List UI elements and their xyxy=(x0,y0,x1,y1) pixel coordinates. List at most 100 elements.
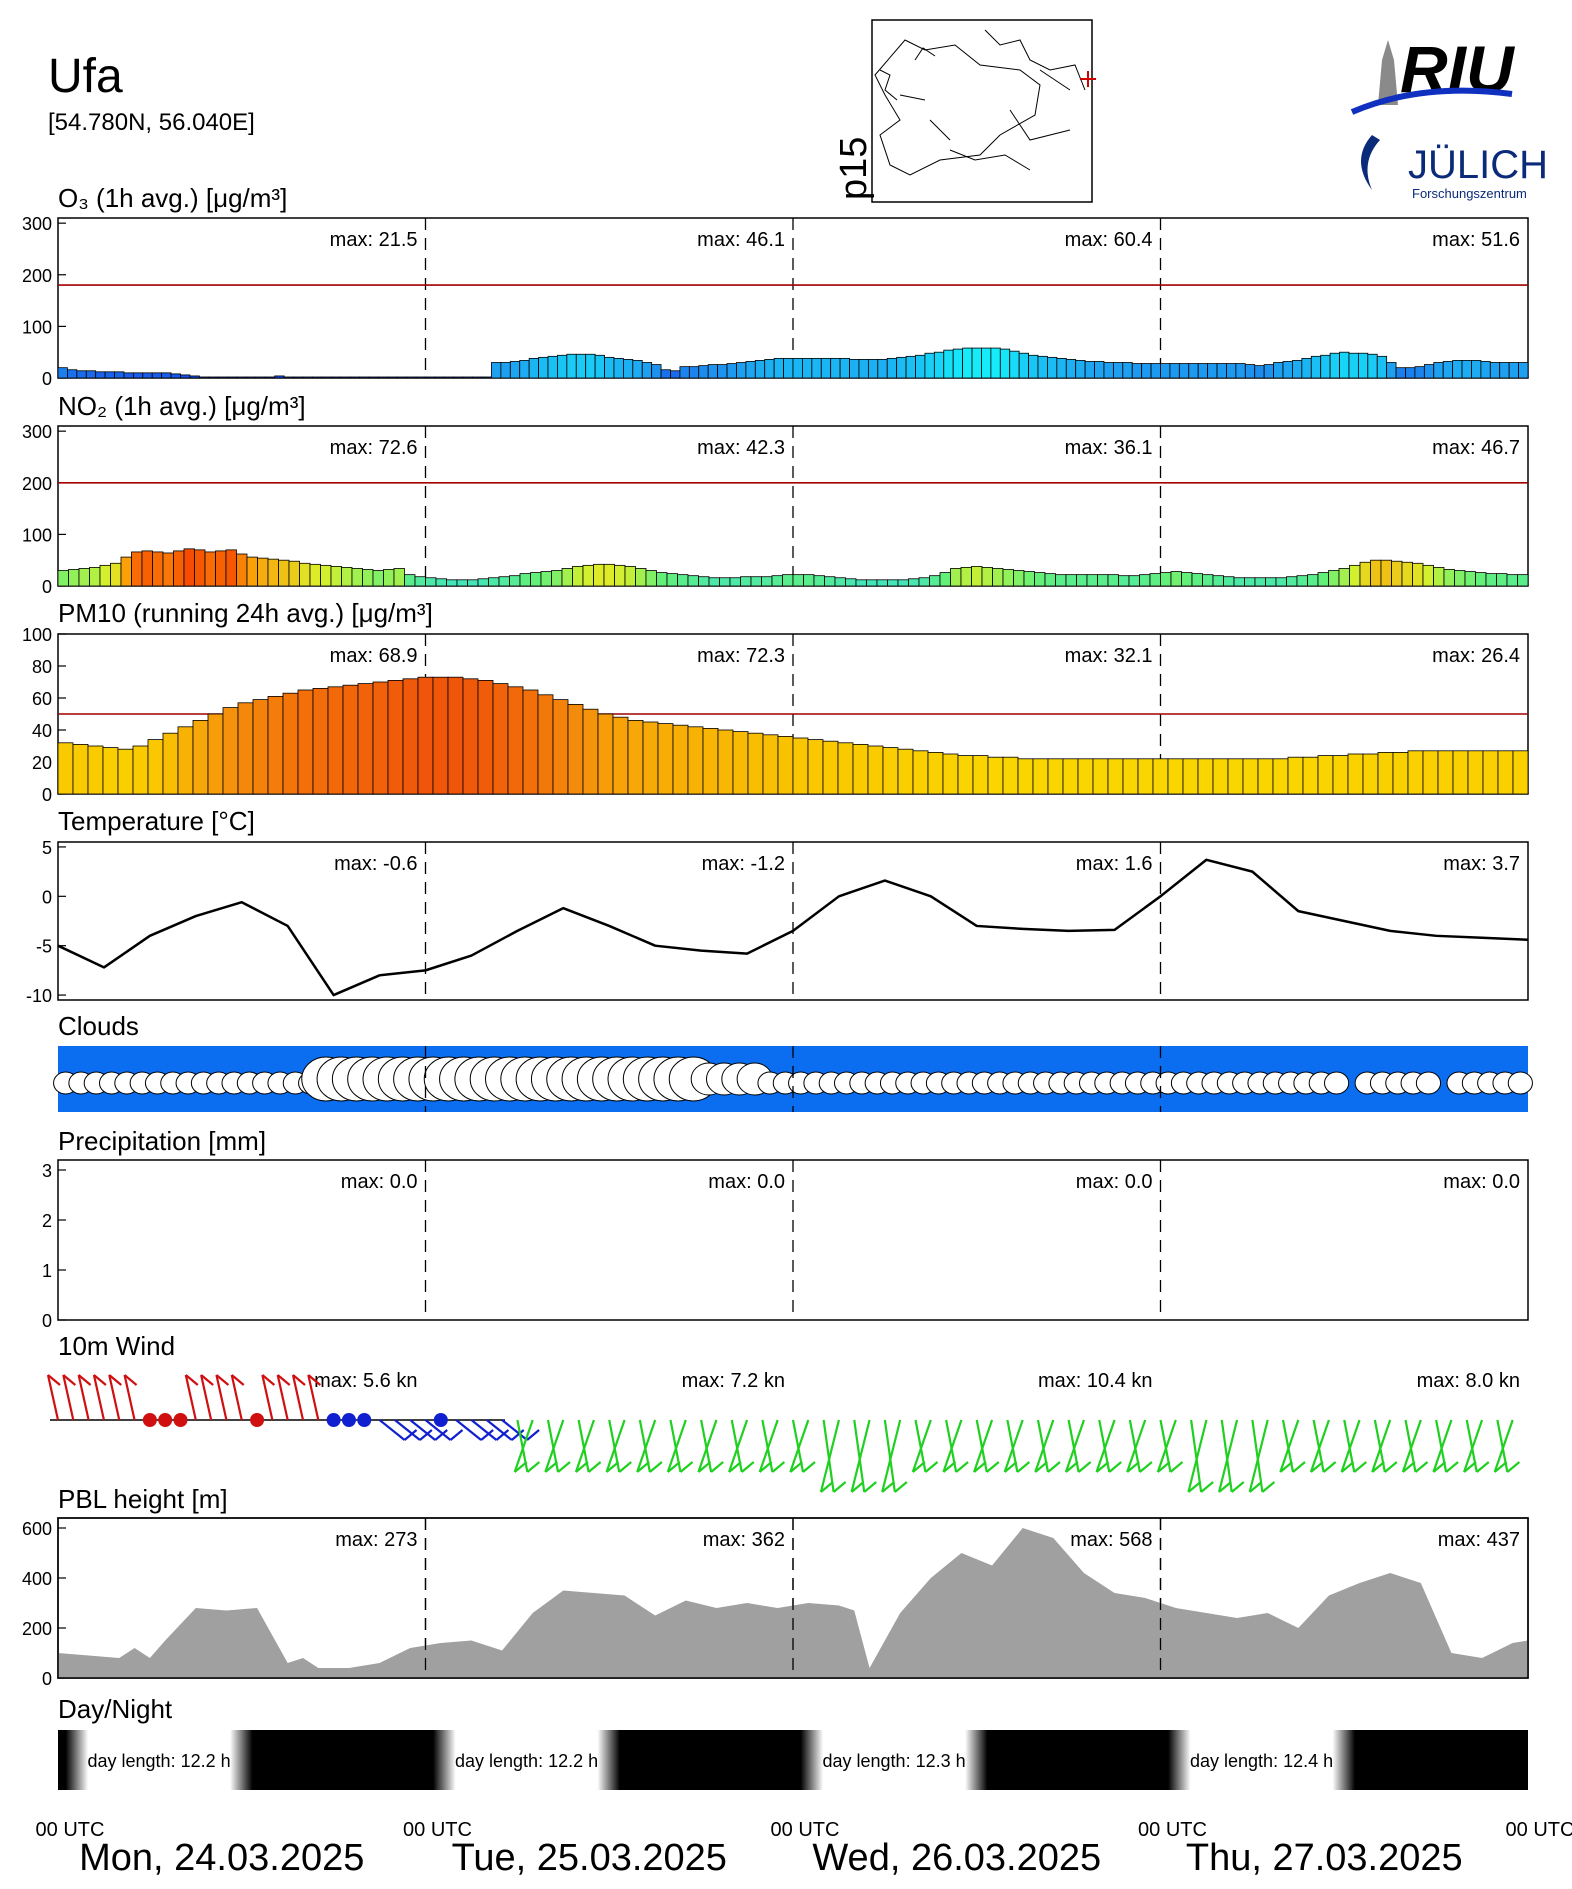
data-bar xyxy=(1423,364,1435,379)
data-bar xyxy=(897,748,914,795)
data-bar xyxy=(943,349,954,379)
y-tick-label: 80 xyxy=(32,657,52,677)
data-bar xyxy=(732,731,749,795)
wind-barb xyxy=(853,1419,866,1493)
data-bar xyxy=(1347,753,1364,795)
data-bar xyxy=(971,347,982,379)
data-bar xyxy=(1137,758,1154,795)
data-bar xyxy=(1244,364,1256,379)
data-bar xyxy=(1471,360,1482,379)
data-bar xyxy=(1349,564,1361,587)
y-tick-label: 0 xyxy=(42,1669,52,1689)
y-tick-label: 5 xyxy=(42,838,52,858)
data-bar xyxy=(1170,571,1182,587)
data-bar xyxy=(1076,574,1088,587)
data-bar xyxy=(707,364,719,379)
data-bar xyxy=(217,376,229,379)
cloud-icon xyxy=(1323,1071,1350,1095)
wind-barb xyxy=(574,1419,595,1473)
y-tick-label: 20 xyxy=(32,753,52,773)
max-label: max: 68.9 xyxy=(330,645,418,667)
data-bar xyxy=(656,572,668,587)
data-bar xyxy=(491,362,502,379)
data-bar xyxy=(990,347,1001,379)
wind-barb-flag xyxy=(1126,1461,1140,1473)
data-bar xyxy=(309,563,321,587)
wind-barb-flag xyxy=(1310,1461,1324,1473)
data-bar xyxy=(1329,352,1340,379)
max-label: max: 362 xyxy=(703,1529,785,1551)
wind-barb-flag xyxy=(1016,1461,1031,1473)
y-tick-label: 0 xyxy=(42,887,52,907)
data-bar xyxy=(255,376,266,379)
data-bar xyxy=(443,376,455,379)
wind-barb xyxy=(261,1374,274,1421)
wind-barb xyxy=(605,1419,626,1473)
y-tick-label: 400 xyxy=(22,1569,52,1589)
data-bar xyxy=(1332,755,1349,795)
data-bar xyxy=(1028,354,1039,379)
wind-barb-flag xyxy=(924,1461,939,1473)
data-bar xyxy=(1414,366,1425,379)
data-bar xyxy=(670,370,681,379)
y-tick-label: 200 xyxy=(22,474,52,494)
day-label: Mon, 24.03.2025 xyxy=(79,1837,364,1879)
data-bar xyxy=(1489,362,1501,379)
data-bar xyxy=(472,376,483,379)
data-bar xyxy=(1065,574,1077,587)
wind-barb xyxy=(881,1419,902,1493)
riu-logo: RIU xyxy=(1350,32,1516,115)
data-bar xyxy=(677,574,689,587)
data-bar xyxy=(1395,367,1406,379)
data-bar xyxy=(519,360,530,379)
wind-barb xyxy=(1371,1419,1392,1473)
data-bar xyxy=(1301,357,1312,379)
wind-barb-flag xyxy=(973,1461,987,1473)
data-bar xyxy=(1002,569,1014,587)
data-bar xyxy=(1075,360,1086,379)
wind-barb xyxy=(307,1374,320,1421)
data-bar xyxy=(1013,570,1025,587)
data-bar xyxy=(377,376,389,379)
wind-barb xyxy=(883,1419,896,1493)
data-bar xyxy=(981,567,993,587)
data-bar xyxy=(729,577,741,587)
y-tick-label: 0 xyxy=(42,785,52,805)
data-bar xyxy=(1037,355,1048,379)
data-bar xyxy=(802,357,813,379)
wind-barb-flag xyxy=(1187,1481,1202,1493)
wind-barb xyxy=(1095,1419,1116,1473)
data-bar xyxy=(192,720,209,795)
data-bar xyxy=(320,564,332,587)
max-label: max: 0.0 xyxy=(1076,1171,1153,1193)
wind-barb xyxy=(77,1374,90,1421)
wind-barb-flag xyxy=(697,1461,712,1473)
wind-barb-flag xyxy=(557,1461,571,1473)
data-bar xyxy=(1002,756,1019,795)
data-bar xyxy=(858,359,869,379)
locator-map: p15 xyxy=(833,19,1096,203)
data-bar xyxy=(372,681,389,795)
data-bar xyxy=(754,360,766,379)
data-bar xyxy=(855,579,867,587)
data-bar xyxy=(1296,575,1308,587)
data-bar xyxy=(924,352,935,379)
data-bar xyxy=(341,567,353,587)
wind-barb-flag xyxy=(587,1461,602,1473)
wind-barb-flag xyxy=(820,1481,834,1493)
max-label: max: 0.0 xyxy=(341,1171,418,1193)
utc-label: 00 UTC xyxy=(36,1819,105,1841)
data-bar xyxy=(1391,560,1403,587)
max-label: max: 3.7 xyxy=(1443,853,1520,875)
wind-barb-flag xyxy=(1506,1461,1521,1473)
data-bar xyxy=(538,356,549,379)
wind-barb xyxy=(123,1374,136,1421)
wind-barb xyxy=(513,1419,534,1473)
day-band xyxy=(65,1730,253,1790)
data-bar xyxy=(236,376,247,379)
data-bar xyxy=(1464,571,1476,587)
wind-barb xyxy=(728,1419,749,1473)
data-bar xyxy=(215,550,227,587)
wind-barb-flag xyxy=(1261,1481,1276,1493)
data-bar xyxy=(302,376,313,379)
